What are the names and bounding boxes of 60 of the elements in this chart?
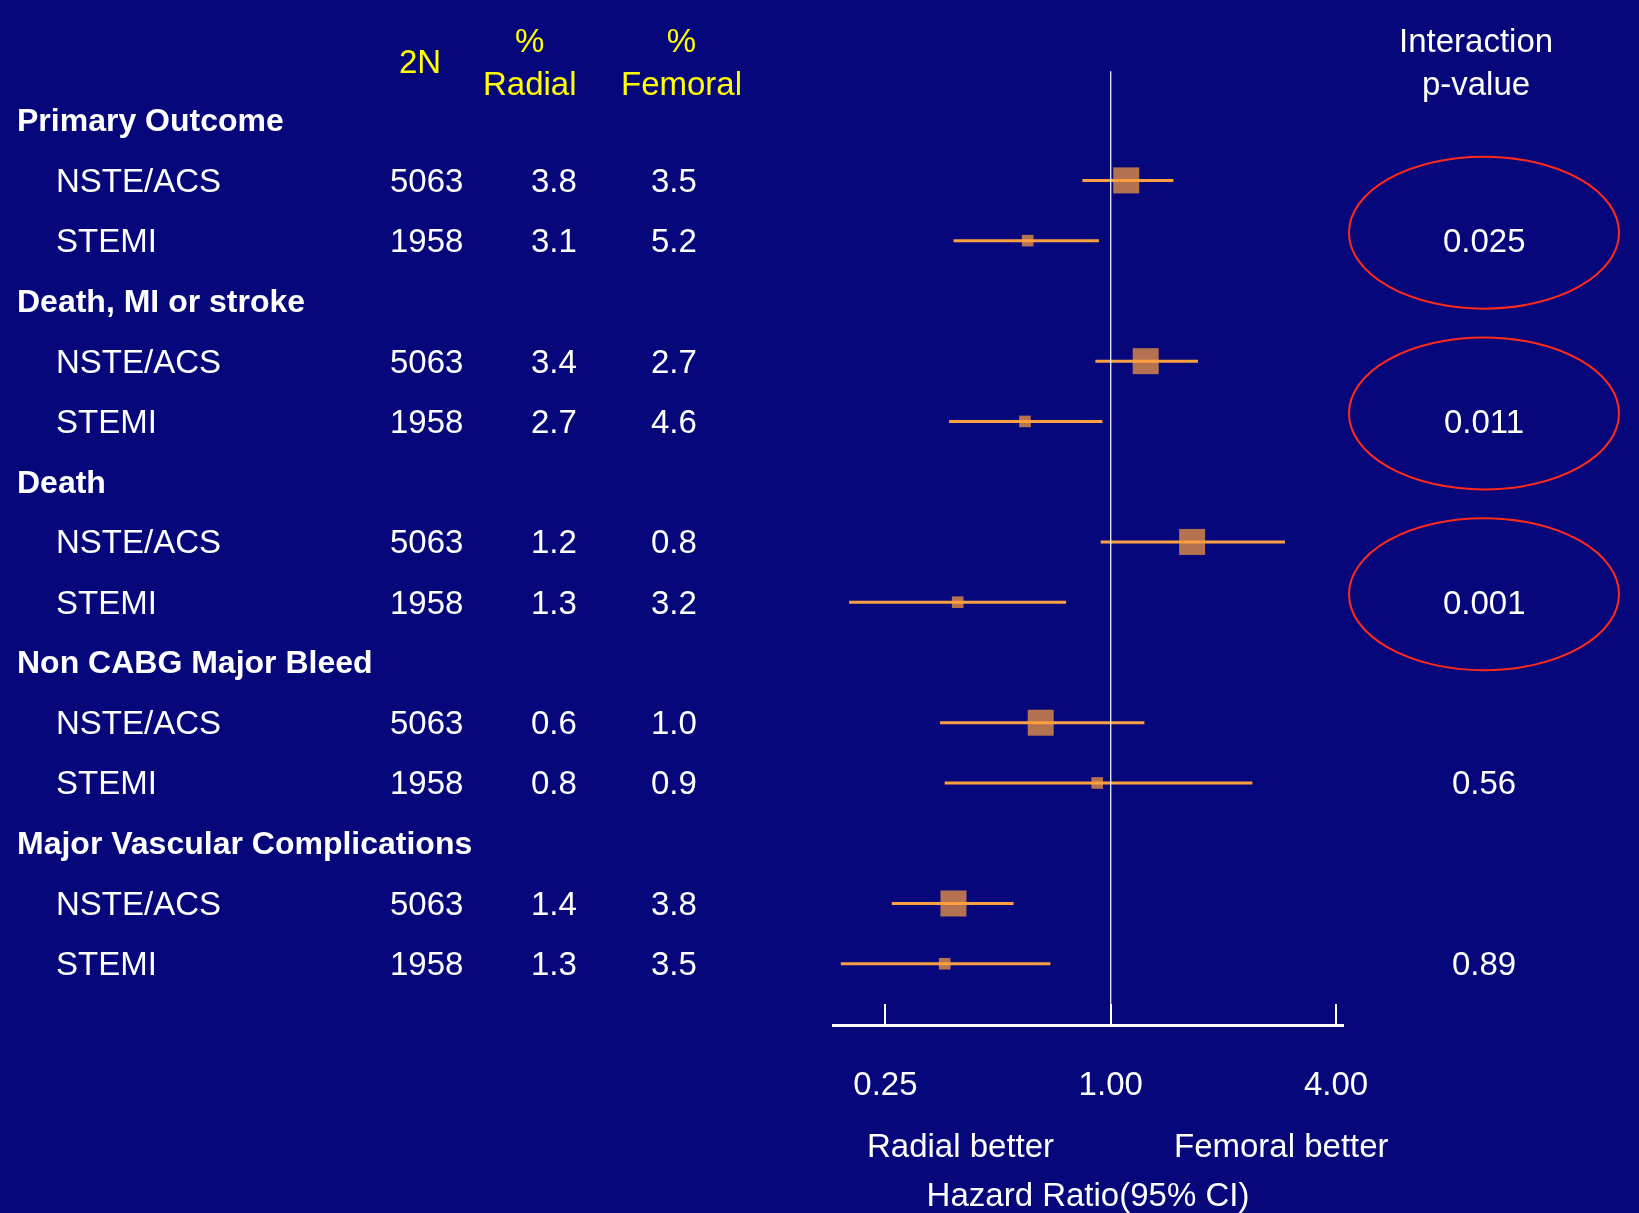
- category-label: NSTE/ACS: [56, 523, 222, 560]
- data-label: 5063: [390, 885, 464, 922]
- data-label: 0.025: [1443, 222, 1526, 259]
- data-label: 5063: [390, 343, 464, 380]
- x-tick-label: 1.00: [1078, 1064, 1143, 1102]
- data-label: 1958: [390, 764, 464, 801]
- data-label: 5063: [390, 704, 464, 741]
- category-label: STEMI: [56, 764, 157, 801]
- category-label: NSTE/ACS: [56, 343, 222, 380]
- text: % Femoral: [621, 22, 743, 102]
- data-label: 3.4: [531, 343, 577, 380]
- text: 2N: [399, 43, 442, 80]
- data-label: 3.2: [651, 584, 697, 621]
- category-label: NSTE/ACS: [56, 885, 222, 922]
- data-label: 1.3: [531, 584, 577, 621]
- data-label: 0.56: [1452, 764, 1517, 801]
- text: % Radial: [483, 22, 577, 102]
- category-label: STEMI: [56, 584, 157, 621]
- data-label: 2.7: [531, 403, 577, 440]
- category-label: STEMI: [56, 945, 157, 982]
- category-label: STEMI: [56, 222, 157, 259]
- data-label: 0.011: [1444, 403, 1525, 440]
- category-label: STEMI: [56, 403, 157, 440]
- data-label: 3.5: [651, 945, 697, 982]
- data-label: 1.3: [531, 945, 577, 982]
- data-label: 0.89: [1452, 945, 1517, 982]
- category-label: NSTE/ACS: [56, 162, 222, 199]
- data-label: 5063: [390, 162, 464, 199]
- data-label: 0.9: [651, 764, 697, 801]
- text: Non CABG Major Bleed: [17, 644, 373, 680]
- data-label: 1958: [390, 222, 464, 259]
- data-label: 0.8: [531, 764, 577, 801]
- data-label: 3.8: [531, 162, 577, 199]
- data-label: 0.6: [531, 704, 577, 741]
- text: Interaction p-value: [1399, 22, 1554, 102]
- text: Radial better: [867, 1127, 1055, 1164]
- text: Primary Outcome: [17, 102, 284, 138]
- data-label: 1958: [390, 584, 464, 621]
- data-label: 1.4: [531, 885, 577, 922]
- data-label: 3.8: [651, 885, 697, 922]
- data-label: 1958: [390, 945, 464, 982]
- text: Death, MI or stroke: [17, 283, 306, 319]
- data-label: 1.0: [651, 704, 697, 741]
- x-tick-label: 0.25: [853, 1064, 918, 1102]
- data-label: 1958: [390, 403, 464, 440]
- data-label: 3.1: [531, 222, 577, 259]
- data-label: 5063: [390, 523, 464, 560]
- data-label: 4.6: [651, 403, 697, 440]
- category-label: NSTE/ACS: [56, 704, 222, 741]
- text: Death: [17, 464, 106, 500]
- data-label: 0.001: [1443, 584, 1526, 621]
- x-axis-title: Hazard Ratio(95% CI): [926, 1176, 1250, 1213]
- text: Major Vascular Complications: [17, 825, 473, 861]
- text: Femoral better: [1174, 1127, 1389, 1164]
- data-label: 3.5: [651, 162, 697, 199]
- data-label: 1.2: [531, 523, 577, 560]
- data-label: 0.8: [651, 523, 697, 560]
- data-label: 5.2: [651, 222, 697, 259]
- x-tick-label: 4.00: [1303, 1064, 1369, 1102]
- data-label: 2.7: [651, 343, 697, 380]
